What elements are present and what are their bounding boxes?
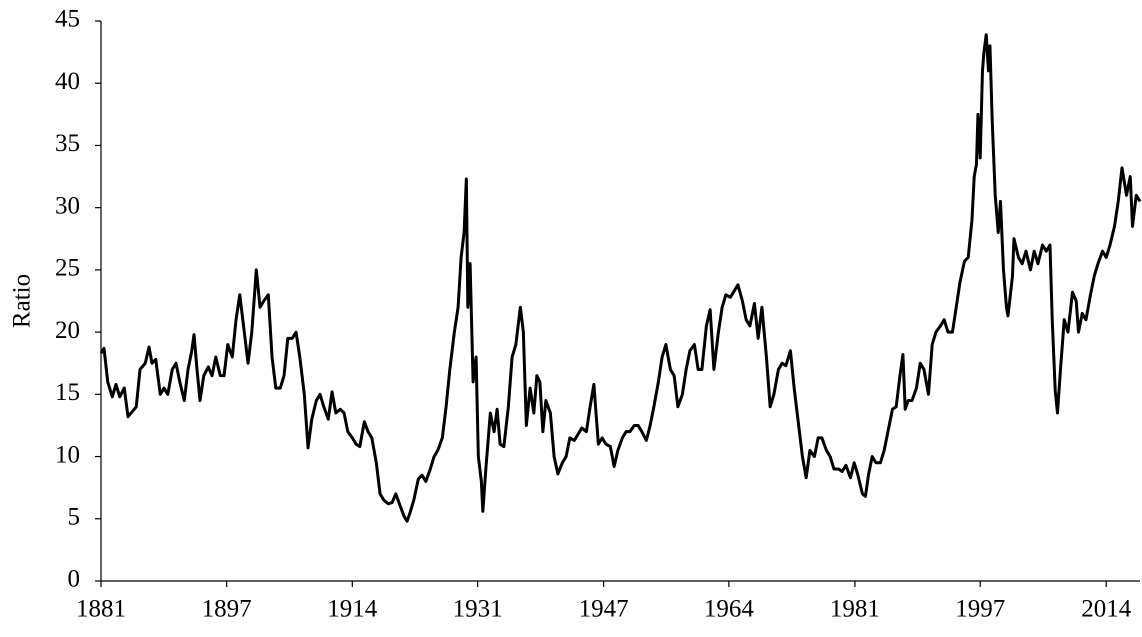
y-tick-label: 45 — [55, 6, 80, 33]
x-tick-label: 1997 — [955, 596, 1005, 623]
y-tick-label: 15 — [55, 379, 80, 406]
x-tick-label: 1931 — [453, 596, 503, 623]
y-tick-label: 25 — [55, 255, 80, 282]
y-axis-label: Ratio — [9, 274, 36, 328]
y-tick-label: 40 — [55, 68, 80, 95]
x-tick-label: 2014 — [1081, 596, 1132, 623]
x-tick-label: 1947 — [579, 596, 629, 623]
y-tick-label: 10 — [55, 441, 80, 468]
y-tick-label: 0 — [68, 566, 81, 593]
y-tick-label: 35 — [55, 130, 80, 157]
y-tick-label: 30 — [55, 192, 80, 219]
x-tick-label: 1964 — [704, 596, 755, 623]
y-tick-label: 5 — [68, 504, 81, 531]
x-tick-label: 1914 — [327, 596, 378, 623]
data-line — [99, 33, 1142, 523]
x-tick-label: 1881 — [76, 596, 126, 623]
x-tick-label: 1981 — [830, 596, 880, 623]
y-tick-label: 20 — [55, 317, 80, 344]
x-tick-label: 1897 — [202, 596, 252, 623]
